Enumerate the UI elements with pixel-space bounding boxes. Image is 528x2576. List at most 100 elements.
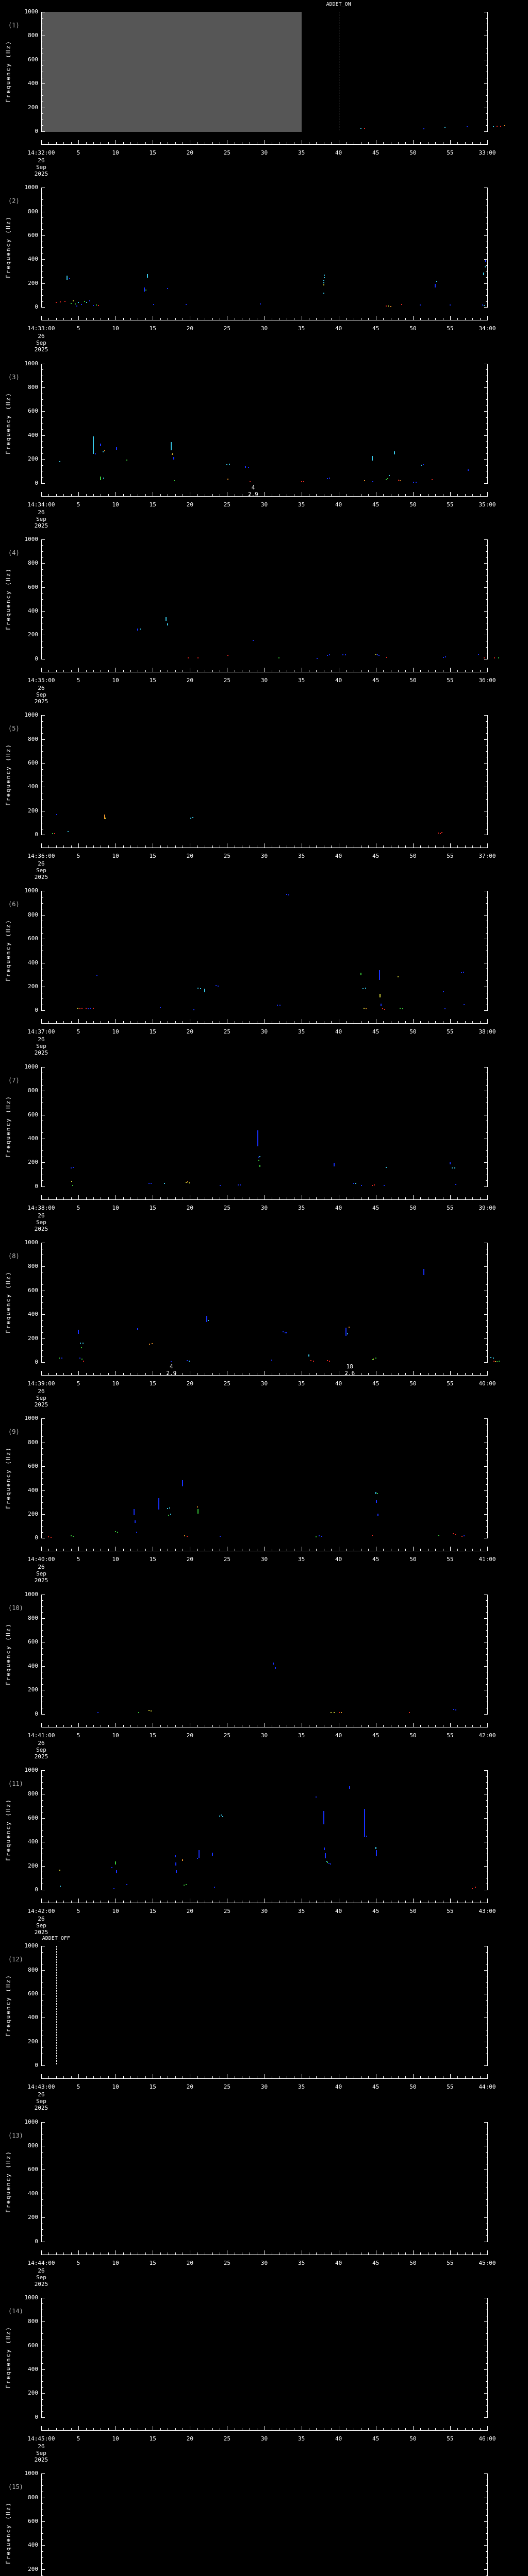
right-y-tick — [486, 1508, 487, 1509]
x-tick — [435, 2252, 436, 2255]
detection-point — [67, 276, 68, 280]
frequency-axis-title: Frequency (Hz) — [5, 2150, 12, 2213]
detection-point — [219, 1815, 220, 1817]
detection-point — [463, 971, 464, 973]
x-tick — [175, 1021, 176, 1024]
x-tick — [472, 1197, 473, 1199]
y-tick — [42, 217, 43, 218]
detection-point — [159, 1007, 161, 1009]
y-tick-label: 800 — [28, 1263, 38, 1270]
frequency-axis-title: Frequency (Hz) — [5, 2326, 12, 2388]
detection-point — [184, 1535, 186, 1537]
detection-point — [137, 1328, 139, 1330]
x-tick-label: 35 — [298, 1732, 305, 1739]
frequency-axis-title: Frequency (Hz) — [5, 2502, 12, 2564]
right-y-tick — [486, 1502, 487, 1503]
detection-point — [196, 1506, 198, 1508]
right-y-tick — [484, 2545, 487, 2546]
detection-point — [138, 1711, 139, 1713]
x-tick-label: 10 — [112, 676, 119, 684]
y-tick — [42, 2351, 43, 2352]
right-y-tick — [484, 1666, 487, 1667]
x-tick — [480, 1900, 481, 1903]
detection-point — [423, 128, 425, 129]
y-tick-label: 1000 — [24, 1063, 39, 1070]
panel-number: (7) — [8, 1076, 20, 1084]
y-tick — [42, 369, 43, 370]
x-tick-label: 50 — [409, 676, 417, 684]
panel-11: (11) Frequency (Hz) 0 200 400 600 800 1000 14:42… — [0, 1758, 528, 1935]
y-tick-label: 600 — [28, 408, 38, 415]
y-tick — [42, 1490, 45, 1491]
x-tick — [316, 1724, 317, 1727]
detection-point — [329, 478, 331, 479]
right-y-tick — [486, 1684, 487, 1685]
x-tick — [56, 318, 57, 320]
detection-point — [371, 1184, 373, 1186]
x-tick-label: 15 — [149, 2435, 156, 2442]
x-tick — [435, 1021, 436, 1024]
y-tick — [42, 980, 43, 981]
date-label: 26 — [38, 1388, 45, 1395]
date-label: 26 — [38, 2091, 45, 2098]
x-tick — [93, 669, 94, 672]
y-tick — [42, 903, 43, 904]
y-tick — [42, 1344, 43, 1345]
x-tick-label: 35 — [298, 1380, 305, 1387]
x-tick — [435, 845, 436, 848]
detection-point — [104, 450, 105, 452]
right-y-tick — [486, 465, 487, 466]
right-axis — [487, 891, 488, 1011]
detection-point — [76, 306, 78, 307]
right-axis — [487, 1243, 488, 1363]
y-tick — [42, 1678, 43, 1679]
x-tick-label: 50 — [409, 1380, 417, 1387]
x-tick — [457, 2428, 458, 2430]
right-y-tick — [486, 1952, 487, 1953]
x-tick — [398, 2252, 399, 2255]
y-tick — [42, 2533, 43, 2534]
y-tick — [42, 483, 45, 484]
x-tick-label: 15 — [149, 1732, 156, 1739]
x-tick — [63, 1900, 64, 1903]
right-y-tick — [484, 2473, 487, 2475]
y-tick-label: 400 — [28, 1311, 38, 1318]
detection-point — [182, 1859, 183, 1861]
y-tick — [42, 1520, 43, 1521]
x-tick — [435, 494, 436, 496]
detection-point — [188, 657, 189, 658]
x-tick — [212, 494, 213, 496]
right-y-tick — [484, 259, 487, 260]
y-tick-label: 400 — [28, 1134, 38, 1142]
detection-point — [174, 1855, 176, 1858]
right-y-tick — [486, 101, 487, 102]
detection-point — [387, 478, 388, 479]
x-tick — [41, 2074, 42, 2079]
x-tick — [108, 318, 109, 320]
right-y-tick — [484, 2065, 487, 2066]
x-tick-label: 5 — [76, 853, 80, 860]
x-tick — [420, 2428, 421, 2430]
x-tick-label: 25 — [223, 149, 231, 156]
right-y-tick — [486, 1478, 487, 1479]
detection-point — [60, 301, 61, 303]
right-axis — [487, 1770, 488, 1890]
x-tick — [48, 1021, 50, 1024]
detection-point — [188, 1360, 190, 1362]
y-tick-label: 0 — [35, 2413, 38, 2420]
x-tick — [487, 667, 488, 672]
right-y-tick — [484, 2569, 487, 2570]
x-tick-label: 20 — [186, 2083, 193, 2091]
detection-point — [60, 1886, 61, 1887]
right-y-tick — [486, 2199, 487, 2200]
y-tick — [42, 1630, 43, 1631]
y-tick-label: 600 — [28, 1111, 38, 1118]
x-tick-label: 25 — [223, 325, 231, 332]
y-tick-label: 0 — [35, 303, 38, 311]
x-tick — [465, 1724, 466, 1727]
y-tick-label: 800 — [28, 1790, 38, 1798]
x-tick — [145, 1724, 146, 1727]
x-tick — [368, 2252, 369, 2255]
detection-point — [441, 832, 443, 834]
panel-13: (13) Frequency (Hz) 0 200 400 600 800 1000 14:44… — [0, 2110, 528, 2287]
